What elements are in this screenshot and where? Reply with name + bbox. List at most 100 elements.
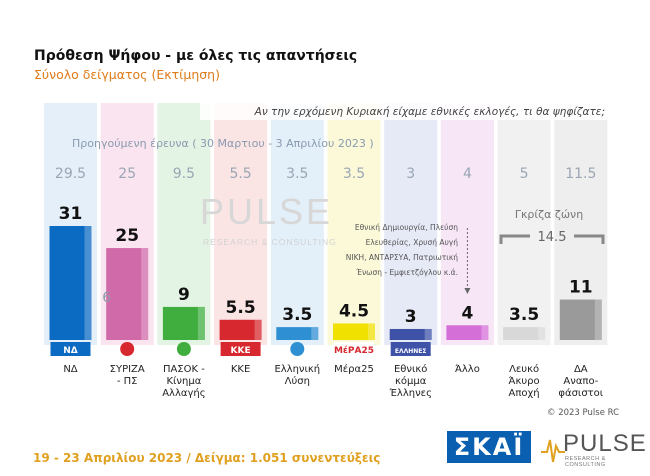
previous-value-label: 11.5 [565, 166, 596, 182]
survey-dates-sample: 19 - 23 Απριλίου 2023 / Δείγμα: 1.051 συ… [33, 451, 381, 465]
bar-3 [219, 319, 262, 340]
previous-value-label: 29.5 [55, 166, 86, 182]
column-band [214, 103, 268, 345]
previous-value-label: 4 [463, 166, 472, 182]
category-label: Λευκό [509, 363, 539, 375]
other-annotation-line: Ελευθερίας, Χρυσή Αυγή [366, 238, 459, 247]
bar-8 [503, 327, 546, 340]
column-band [440, 103, 494, 345]
previous-value-label: 3 [406, 166, 415, 182]
category-label: Αναπο- [563, 376, 598, 387]
question-text: Αν την ερχόμενη Κυριακή είχαμε εθνικές ε… [254, 106, 605, 118]
category-label: Λύση [285, 375, 310, 387]
value-label: 9 [178, 285, 190, 305]
category-label: Έλληνες [388, 387, 432, 399]
category-label: ΚΚΕ [231, 364, 250, 375]
category-label: - ΠΣ [117, 376, 138, 387]
party-logo-icon [176, 342, 191, 356]
column-band [384, 103, 438, 345]
party-logo [390, 342, 431, 356]
grey-zone-value: 14.5 [538, 230, 567, 245]
grey-zone-bracket-left [499, 234, 530, 244]
column-band [327, 103, 381, 345]
party-logo-icon [120, 342, 135, 356]
value-label: 3.5 [509, 305, 539, 325]
value-label: 4.5 [339, 301, 369, 321]
other-annotation-line: Εθνική Δημιουργία, Πλεύση [355, 223, 458, 232]
question-banner [200, 101, 612, 120]
pulse-logo-sub: RESEARCH & CONSULTING [565, 456, 606, 468]
previous-value-label: 9.5 [173, 166, 195, 182]
bar-shade [84, 226, 92, 340]
value-label: 25 [115, 226, 139, 246]
bar-shade [254, 319, 262, 340]
previous-value-label: 25 [118, 166, 136, 182]
previous-survey-label: Προηγούμενη έρευνα ( 30 Μαρτιου - 3 Απρι… [72, 137, 374, 150]
category-label: ΔΑ [574, 364, 588, 375]
bar-6 [389, 328, 432, 340]
skai-logo: ΣΚΑΪ [447, 431, 531, 463]
bar-shade [368, 323, 375, 340]
category-label: Αποχή [509, 387, 540, 399]
bar-2 [162, 306, 205, 340]
gap-annotation: 6 [102, 290, 111, 306]
category-label: Κίνημα [166, 375, 201, 387]
category-label: Ελληνική [274, 363, 320, 375]
bar-4 [276, 327, 319, 340]
bar-shade [424, 328, 432, 340]
other-annotation-line: Ένωση - Εμφιετζόγλου κ.ά. [355, 268, 458, 277]
value-label: 4 [461, 303, 473, 323]
column-band [157, 103, 211, 345]
party-logo-text: ΚΚΕ [231, 346, 251, 356]
category-label: Μέρα25 [334, 363, 374, 375]
pulse-wave-icon [541, 439, 565, 463]
category-label: ΝΔ [63, 364, 77, 375]
value-label: 3.5 [282, 305, 312, 325]
category-label: ΣΥΡΙΖΑ [110, 364, 145, 375]
bar-shade [481, 325, 489, 340]
bar-9 [559, 299, 602, 340]
party-logo-text: ΜέΡΑ25 [334, 345, 374, 356]
other-arrow-head [464, 288, 471, 294]
category-label: κόμμα [395, 375, 427, 387]
column-band [497, 103, 551, 345]
party-logo [220, 342, 261, 356]
party-logo [334, 342, 374, 356]
bar-shade [538, 327, 546, 340]
watermark-sub: RESEARCH & CONSULTING [203, 237, 337, 247]
value-label: 31 [59, 204, 83, 224]
category-label: ΠΑΣΟΚ - [163, 364, 205, 375]
column-band [270, 103, 324, 345]
bar-5 [333, 323, 375, 340]
category-label: Άλλο [455, 363, 480, 375]
chart-title: Πρόθεση Ψήφου - με όλες τις απαντήσεις [34, 48, 358, 64]
party-logo-text: ΝΔ [63, 346, 78, 356]
party-logo [50, 342, 91, 356]
category-label: Εθνικό [394, 363, 427, 375]
value-label: 11 [569, 278, 593, 298]
value-label: 3 [405, 307, 417, 327]
chart-subtitle: Σύνολο δείγματος (Εκτίμηση) [34, 67, 220, 82]
party-logo-text: ΕΛΛΗΝΕΣ [395, 348, 427, 355]
pulse-logo: PULSE RESEARCH & CONSULTING [541, 428, 646, 468]
value-label: 5.5 [226, 298, 256, 318]
bar-0 [49, 226, 92, 340]
previous-value-label: 5 [520, 166, 529, 182]
previous-value-label: 3.5 [286, 166, 308, 182]
other-annotation-line: ΝΙΚΗ, ΑΝΤΑΡΣΥΑ, Πατριωτική [346, 253, 458, 262]
copyright-text: © 2023 Pulse RC [547, 408, 620, 418]
bar-shade [594, 299, 602, 340]
grey-zone-bracket-right [574, 234, 605, 244]
bar-shade [141, 248, 149, 340]
bar-shade [311, 327, 319, 340]
category-label: φάσιστοι [558, 387, 603, 399]
party-logo-icon [290, 342, 305, 356]
watermark-word: PULSE [200, 191, 333, 232]
category-label: Αλλαγής [162, 387, 205, 399]
bar-7 [446, 325, 489, 340]
bar-shade [197, 306, 205, 340]
grey-zone-label: Γκρίζα ζώνη [515, 208, 583, 221]
bar-1 [106, 248, 149, 340]
previous-value-label: 3.5 [343, 166, 365, 182]
pulse-logo-word: PULSE [563, 430, 647, 457]
